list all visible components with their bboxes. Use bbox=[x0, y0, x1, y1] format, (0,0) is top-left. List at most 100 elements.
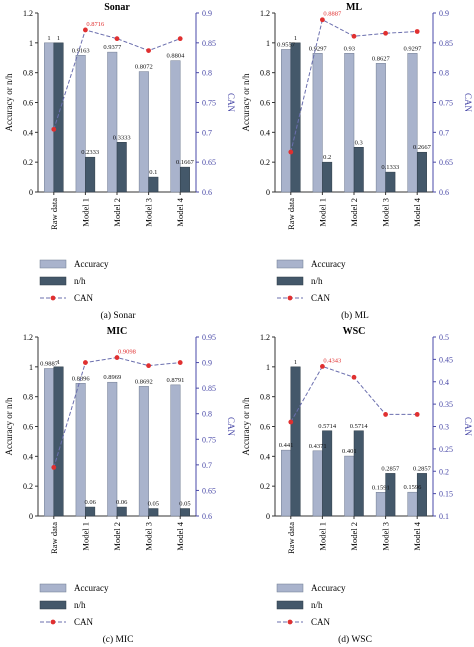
right-tick-label: 0.5 bbox=[439, 333, 449, 342]
right-tick-label: 0.8 bbox=[202, 69, 212, 78]
accuracy-data-label: 0.1596 bbox=[404, 484, 423, 491]
legend-swatch-can-point bbox=[50, 295, 56, 301]
left-tick-label: 0.8 bbox=[260, 69, 270, 78]
bar-accuracy bbox=[138, 71, 149, 193]
left-tick-label: 1 bbox=[266, 363, 270, 372]
category-label: Model 3 bbox=[381, 522, 391, 551]
left-tick-label: 0.6 bbox=[260, 423, 270, 432]
can-point bbox=[51, 465, 57, 470]
nh-data-label: 0.2857 bbox=[413, 465, 432, 472]
chart-panel-sonar: Sonar 0 0.2 0.4 0.6 0.8 1 1.2 Accuracy or n/h 0.6… bbox=[4, 2, 236, 321]
bar-accuracy bbox=[138, 386, 149, 517]
can-point bbox=[320, 364, 325, 369]
left-tick-label: 1.2 bbox=[23, 9, 33, 18]
legend-label-can: CAN bbox=[311, 293, 331, 303]
right-tick-label: 0.75 bbox=[439, 99, 453, 108]
left-tick-label: 1 bbox=[266, 39, 270, 48]
left-tick-label: 0.4 bbox=[23, 452, 33, 461]
bar-nh bbox=[179, 508, 190, 517]
bar-nh bbox=[179, 166, 190, 193]
accuracy-data-label: 0.9557 bbox=[277, 41, 296, 48]
can-point bbox=[146, 48, 152, 53]
nh-data-label: 0.05 bbox=[148, 501, 159, 508]
right-tick-label: 0.2 bbox=[439, 467, 449, 476]
category-label: Model 3 bbox=[144, 198, 154, 227]
nh-data-label: 0.5714 bbox=[350, 423, 369, 430]
can-point bbox=[51, 126, 57, 132]
panel-caption: (c) MIC bbox=[103, 634, 134, 645]
accuracy-data-label: 0.441 bbox=[279, 442, 294, 449]
legend-swatch-can-point bbox=[287, 295, 293, 301]
bar-nh bbox=[148, 176, 159, 193]
bar-nh bbox=[53, 366, 64, 517]
legend-swatch-nh bbox=[39, 276, 67, 286]
left-axis-title: Accuracy or n/h bbox=[241, 73, 251, 131]
right-tick-label: 0.6 bbox=[202, 512, 212, 521]
legend-label-nh: n/h bbox=[311, 600, 323, 610]
can-point bbox=[320, 17, 325, 23]
legend-swatch-can-point bbox=[50, 619, 56, 625]
bar-nh bbox=[85, 156, 96, 193]
category-label: Model 1 bbox=[80, 522, 90, 551]
left-tick-label: 0.8 bbox=[23, 393, 33, 402]
chart-title: MIC bbox=[107, 326, 128, 337]
accuracy-data-label: 0.8791 bbox=[167, 377, 185, 384]
can-point bbox=[177, 360, 183, 365]
legend-swatch-nh bbox=[276, 276, 304, 286]
right-tick-label: 0.15 bbox=[439, 490, 453, 499]
right-tick-label: 0.6 bbox=[202, 188, 212, 197]
left-tick-label: 0.2 bbox=[23, 482, 33, 491]
right-tick-label: 0.85 bbox=[202, 39, 216, 48]
can-point bbox=[146, 363, 152, 369]
legend-label-can: CAN bbox=[74, 617, 94, 627]
legend-label-nh: n/h bbox=[74, 276, 86, 286]
left-tick-label: 1.2 bbox=[260, 333, 270, 342]
bar-accuracy bbox=[107, 51, 118, 193]
can-point bbox=[383, 30, 388, 36]
category-label: Model 4 bbox=[412, 197, 422, 226]
category-label: Model 4 bbox=[175, 197, 185, 226]
legend-label-can: CAN bbox=[74, 293, 94, 303]
nh-data-label: 0.2667 bbox=[413, 144, 432, 151]
legend-label-accuracy: Accuracy bbox=[311, 259, 346, 269]
bar-nh bbox=[290, 366, 301, 517]
nh-data-label: 0.06 bbox=[116, 499, 128, 506]
nh-data-label: 0.3 bbox=[355, 139, 363, 146]
accuracy-data-label: 0.9887 bbox=[40, 361, 59, 368]
bar-accuracy bbox=[312, 450, 323, 517]
bar-accuracy bbox=[281, 449, 292, 517]
nh-data-label: 0.1333 bbox=[381, 164, 399, 171]
category-label: Model 2 bbox=[349, 198, 359, 227]
right-tick-label: 0.35 bbox=[439, 400, 453, 409]
right-tick-label: 0.75 bbox=[202, 435, 216, 444]
nh-data-label: 1 bbox=[57, 359, 60, 366]
right-tick-label: 0.25 bbox=[439, 445, 453, 454]
can-point bbox=[383, 412, 388, 417]
nh-data-label: 0.5714 bbox=[318, 423, 337, 430]
right-tick-label: 0.8 bbox=[439, 69, 449, 78]
bar-accuracy bbox=[375, 492, 386, 517]
legend-swatch-accuracy bbox=[39, 259, 67, 269]
accuracy-data-label: 0.9297 bbox=[309, 45, 328, 52]
right-tick-label: 0.1 bbox=[439, 512, 449, 521]
category-label: Model 2 bbox=[112, 198, 122, 227]
nh-data-label: 0.06 bbox=[84, 499, 96, 506]
left-tick-label: 0.8 bbox=[23, 69, 33, 78]
left-axis-title: Accuracy or n/h bbox=[4, 73, 14, 131]
chart-title: WSC bbox=[343, 326, 366, 337]
can-data-label: 0.8887 bbox=[323, 11, 342, 18]
right-axis-title: CAN bbox=[226, 93, 236, 113]
left-tick-label: 0.6 bbox=[23, 423, 33, 432]
right-tick-label: 0.85 bbox=[202, 384, 216, 393]
bar-accuracy bbox=[44, 42, 55, 193]
bar-nh bbox=[290, 42, 301, 193]
bar-accuracy bbox=[281, 49, 292, 193]
right-tick-label: 0.85 bbox=[439, 39, 453, 48]
nh-data-label: 0.2333 bbox=[81, 149, 99, 156]
right-tick-label: 0.4 bbox=[439, 378, 449, 387]
chart-panel-mic: MIC 0 0.2 0.4 0.6 0.8 1 1.2 Accuracy or n/h 0.6 0.… bbox=[4, 326, 236, 645]
chart-title: Sonar bbox=[104, 2, 130, 13]
bar-nh bbox=[322, 430, 333, 517]
category-label: Model 4 bbox=[412, 521, 422, 550]
